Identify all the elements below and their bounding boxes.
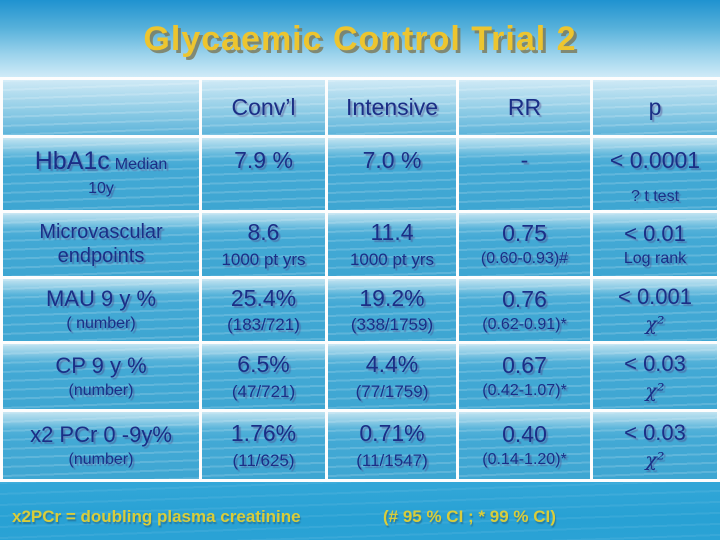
row-label-sub: 10y <box>88 179 114 197</box>
water-background <box>0 482 720 540</box>
value-cell: 6.5% (47/721) <box>202 344 325 409</box>
results-table: Conv’l Intensive RR p HbA1c Median 10y 7.… <box>0 77 720 482</box>
header-cell-rr: RR <box>459 80 590 135</box>
row-label-x2pcr: x2 PCr 0 -9y% (number) <box>3 412 199 479</box>
row-label-mau: MAU 9 y % ( number) <box>3 279 199 341</box>
value-cell: 11.4 1000 pt yrs <box>328 213 456 276</box>
value-cell: 0.67 (0.42-1.07)* <box>459 344 590 409</box>
header-cell-empty <box>3 80 199 135</box>
header-cell-conventional: Conv’l <box>202 80 325 135</box>
value-cell: 1.76% (11/625) <box>202 412 325 479</box>
row-label-microvascular: Microvascular endpoints <box>3 213 199 276</box>
value-cell: < 0.03 χ² <box>593 412 717 479</box>
value-cell: 0.40 (0.14-1.20)* <box>459 412 590 479</box>
value-cell: < 0.03 χ² <box>593 344 717 409</box>
value-cell: 8.6 1000 pt yrs <box>202 213 325 276</box>
value-cell: 0.76 (0.62-0.91)* <box>459 279 590 341</box>
value-cell: 4.4% (77/1759) <box>328 344 456 409</box>
row-label-hba1c: HbA1c Median 10y <box>3 138 199 210</box>
footnote-definition: x2PCr = doubling plasma creatinine <box>12 507 301 526</box>
value-cell: 7.0 % <box>328 138 456 210</box>
chi-squared-symbol: χ² <box>645 379 665 402</box>
value-cell: < 0.0001 ? t test <box>593 138 717 210</box>
value-cell: 19.2% (338/1759) <box>328 279 456 341</box>
row-label-cp: CP 9 y % (number) <box>3 344 199 409</box>
chi-squared-symbol: χ² <box>645 313 665 336</box>
slide-title: Glycaemic Control Trial 2 <box>143 20 577 58</box>
value-cell: 0.75 (0.60-0.93)# <box>459 213 590 276</box>
value-cell: < 0.01 Log rank <box>593 213 717 276</box>
footnote-ci-legend: (# 95 % CI ; * 99 % CI) <box>383 507 556 526</box>
value-cell: < 0.001 χ² <box>593 279 717 341</box>
value-cell: 25.4% (183/721) <box>202 279 325 341</box>
value-cell: 0.71% (11/1547) <box>328 412 456 479</box>
header-cell-intensive: Intensive <box>328 80 456 135</box>
value-cell: 7.9 % <box>202 138 325 210</box>
chi-squared-symbol: χ² <box>645 448 665 471</box>
value-cell: - <box>459 138 590 210</box>
header-cell-p: p <box>593 80 717 135</box>
sky-background <box>0 0 720 78</box>
